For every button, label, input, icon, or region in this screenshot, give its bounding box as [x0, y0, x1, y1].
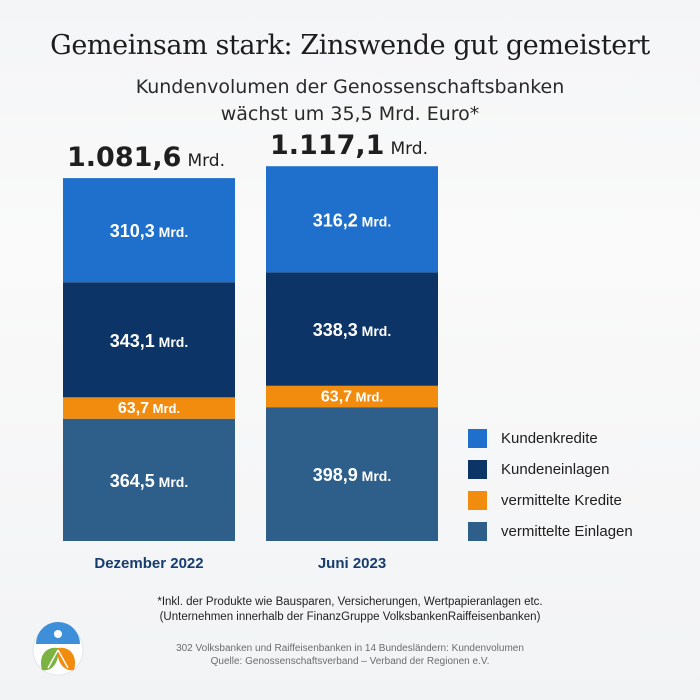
segment-value-label: 343,1 Mrd.: [110, 331, 189, 351]
category-label: Juni 2023: [318, 555, 386, 572]
bar-segment-kundeneinlagen: [266, 272, 438, 386]
segment-value-label: 398,9 Mrd.: [313, 465, 392, 485]
footnote-line1: *Inkl. der Produkte wie Bausparen, Versi…: [157, 596, 543, 608]
category-label: Dezember 2022: [94, 555, 203, 572]
legend-swatch: [468, 522, 487, 541]
bar-segment-vermittelte-kredite: [266, 385, 438, 408]
footnote-line2: (Unternehmen innerhalb der FinanzGruppe …: [159, 611, 541, 623]
bar-total-label: 1.081,6 Mrd.: [67, 142, 225, 173]
legend-label: vermittelte Kredite: [501, 492, 622, 509]
bar-segment-vermittelte-einlagen: [63, 418, 235, 541]
legend-item: Kundenkredite: [468, 423, 633, 454]
legend-item: Kundeneinlagen: [468, 454, 633, 485]
legend-label: Kundenkredite: [501, 430, 598, 447]
cooperative-logo-icon: [32, 622, 84, 676]
bar-segment-vermittelte-einlagen: [266, 407, 438, 541]
segment-value-label: 364,5 Mrd.: [110, 471, 189, 491]
bar-segment-vermittelte-kredite: [63, 397, 235, 419]
chart-subtitle-line2: wächst um 35,5 Mrd. Euro*: [220, 103, 480, 125]
legend: Kundenkredite Kundeneinlagen vermittelte K…: [468, 423, 633, 547]
bar-segment-kundenkredite: [266, 166, 438, 273]
bar-segment-kundenkredite: [63, 178, 235, 283]
legend-label: vermittelte Einlagen: [501, 523, 633, 540]
chart-subtitle-line1: Kundenvolumen der Genossenschaftsbanken: [135, 76, 565, 98]
legend-item: vermittelte Kredite: [468, 485, 633, 516]
segment-value-label: 338,3 Mrd.: [313, 320, 392, 340]
bar-total-label: 1.117,1 Mrd.: [270, 130, 428, 161]
legend-swatch: [468, 460, 487, 479]
legend-item: vermittelte Einlagen: [468, 516, 633, 547]
segment-value-label: 63,7 Mrd.: [321, 388, 383, 405]
legend-swatch: [468, 491, 487, 510]
segment-value-label: 316,2 Mrd.: [313, 210, 392, 230]
legend-swatch: [468, 429, 487, 448]
bar-segment-kundeneinlagen: [63, 282, 235, 398]
segment-value-label: 63,7 Mrd.: [118, 400, 180, 417]
segment-value-label: 310,3 Mrd.: [110, 221, 189, 241]
source-line1: 302 Volksbanken und Raiffeisenbanken in …: [176, 643, 524, 654]
source-line2: Quelle: Genossenschaftsverband – Verband…: [210, 656, 490, 667]
chart-title: Gemeinsam stark: Zinswende gut gemeister…: [50, 30, 650, 61]
legend-label: Kundeneinlagen: [501, 461, 610, 478]
